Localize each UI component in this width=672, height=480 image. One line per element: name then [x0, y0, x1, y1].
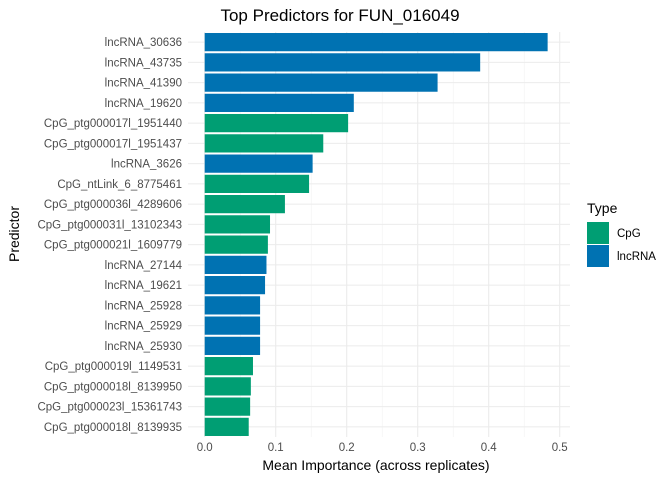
legend-title: Type — [587, 200, 618, 216]
bar-CpG_ptg000018l_8139950 — [204, 377, 251, 396]
legend-swatch-CpG — [587, 222, 609, 244]
x-tick-label: 0.3 — [410, 442, 426, 454]
chart-title: Top Predictors for FUN_016049 — [220, 6, 459, 25]
bar-CpG_ptg000031l_13102343 — [204, 215, 271, 234]
y-tick-label: CpG_ptg000018l_8139950 — [44, 381, 182, 393]
bar-CpG_ptg000018l_8139935 — [204, 417, 249, 436]
y-tick-label: CpG_ntLink_6_8775461 — [57, 179, 182, 191]
legend: Type CpG lncRNA — [587, 200, 656, 267]
y-tick-label: lncRNA_25930 — [105, 341, 182, 353]
y-tick-label: lncRNA_19621 — [105, 280, 182, 292]
y-tick-label: CpG_ptg000031l_13102343 — [37, 219, 182, 231]
x-axis-label: Mean Importance (across replicates) — [262, 457, 489, 473]
legend-label: lncRNA — [617, 251, 656, 263]
y-tick-label: lncRNA_19620 — [105, 98, 182, 110]
bar-lncRNA_19621 — [204, 276, 266, 295]
y-tick-label: CpG_ptg000017l_1951440 — [44, 118, 182, 130]
x-tick-label: 0.4 — [481, 442, 498, 454]
bar-CpG_ptg000036l_4289606 — [204, 195, 285, 214]
x-tick-label: 0.5 — [552, 442, 568, 454]
y-tick-labels: lncRNA_30636 lncRNA_43735 lncRNA_41390 lncR… — [37, 37, 182, 434]
y-axis-label: Predictor — [6, 206, 22, 262]
bar-lncRNA_25928 — [204, 296, 261, 315]
bar-CpG_ptg000023l_15361743 — [204, 397, 251, 416]
bar-lncRNA_43735 — [204, 53, 481, 72]
y-tick-label: CpG_ptg000018l_8139935 — [44, 422, 182, 434]
x-tick-labels: 0.0 0.1 0.2 0.3 0.4 0.5 — [197, 442, 568, 454]
grid — [188, 32, 570, 437]
bar-CpG_ptg000017l_1951440 — [204, 114, 349, 133]
legend-label: CpG — [617, 228, 641, 240]
y-tick-label: lncRNA_3626 — [111, 159, 182, 171]
y-tick-label: lncRNA_43735 — [105, 57, 182, 69]
y-tick-label: lncRNA_41390 — [105, 78, 182, 90]
bar-lncRNA_25929 — [204, 316, 261, 335]
y-tick-label: CpG_ptg000019l_1149531 — [45, 361, 182, 373]
x-tick-label: 0.2 — [339, 442, 355, 454]
x-tick-label: 0.0 — [197, 442, 213, 454]
bar-CpG_ntLink_6_8775461 — [204, 174, 310, 193]
y-tick-label: lncRNA_27144 — [105, 260, 183, 272]
bar-lncRNA_27144 — [204, 255, 267, 274]
bar-CpG_ptg000017l_1951437 — [204, 134, 324, 153]
bar-lncRNA_3626 — [204, 154, 313, 173]
y-tick-label: lncRNA_30636 — [105, 37, 182, 49]
bar-lncRNA_30636 — [204, 33, 548, 52]
y-tick-label: lncRNA_25928 — [105, 300, 182, 312]
y-tick-label: CpG_ptg000023l_15361743 — [37, 402, 182, 414]
bar-CpG_ptg000019l_1149531 — [204, 357, 253, 376]
bar-CpG_ptg000021l_1609779 — [204, 235, 268, 254]
x-tick-label: 0.1 — [268, 442, 284, 454]
bars — [204, 33, 548, 436]
y-tick-label: CpG_ptg000017l_1951437 — [44, 138, 182, 150]
y-tick-label: CpG_ptg000021l_1609779 — [44, 240, 182, 252]
legend-swatch-lncRNA — [587, 245, 609, 267]
bar-lncRNA_41390 — [204, 73, 438, 92]
bar-lncRNA_19620 — [204, 93, 354, 112]
y-tick-label: lncRNA_25929 — [105, 321, 182, 333]
y-tick-label: CpG_ptg000036l_4289606 — [44, 199, 182, 211]
bar-lncRNA_25930 — [204, 336, 261, 355]
